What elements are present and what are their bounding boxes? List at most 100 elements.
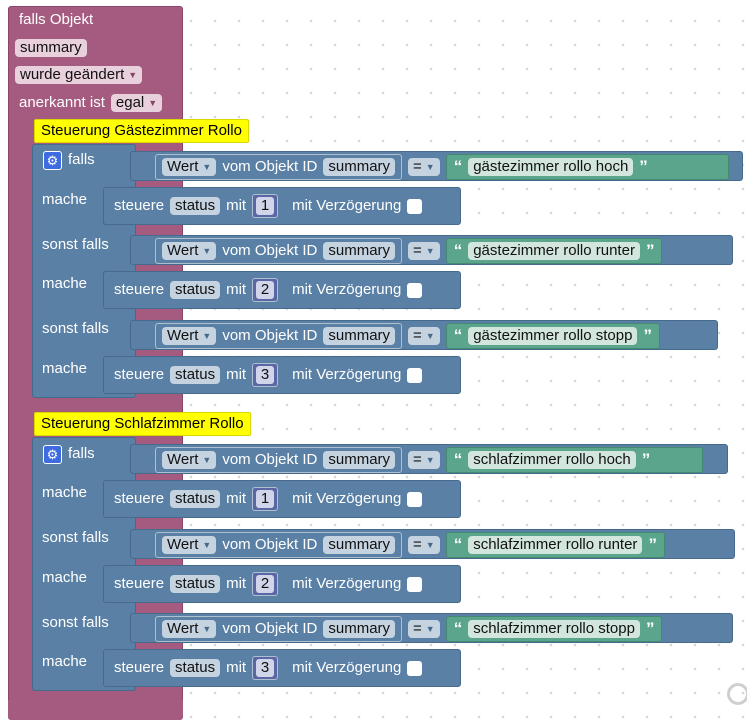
control-object-field[interactable]: status [170,281,221,299]
comment-block-guestroom[interactable]: Steuerung Gästezimmer Rollo [34,119,249,143]
ack-dropdown[interactable]: egal ▼ [110,94,163,112]
delay-label: mit Verzögerung [292,490,402,507]
trigger-event-dropdown[interactable]: wurde geändert ▼ [15,66,143,84]
string-block[interactable]: “ gästezimmer rollo runter ” [445,238,663,264]
get-value-block[interactable]: Wert ▼ vom Objekt ID summary [155,616,403,642]
string-value[interactable]: schlafzimmer rollo runter [468,536,643,554]
object-id-field[interactable]: summary [323,536,396,554]
control-block[interactable]: steuere status mit 3 mit Verzögerung [103,649,461,687]
operator-dropdown[interactable]: = ▼ [408,158,440,176]
get-value-block[interactable]: Wert ▼ vom Objekt ID summary [155,323,403,349]
object-id-field[interactable]: summary [323,327,396,345]
trigger-object-field[interactable]: summary [15,39,87,57]
operator-dropdown[interactable]: = ▼ [408,536,440,554]
number-block[interactable]: 2 [252,278,279,302]
control-object-field[interactable]: status [170,490,221,508]
delay-label: mit Verzögerung [292,659,402,676]
control-object-field[interactable]: status [170,575,221,593]
value-dropdown[interactable]: Wert ▼ [162,327,217,345]
number-value[interactable]: 1 [256,197,275,215]
object-id-value: summary [328,158,391,175]
get-value-block[interactable]: Wert ▼ vom Objekt ID summary [155,532,403,558]
value-label: Wert [167,620,199,637]
operator-value: = [413,536,422,553]
control-block[interactable]: steuere status mit 3 mit Verzögerung [103,356,461,394]
operator-dropdown[interactable]: = ▼ [408,327,440,345]
value-label: Wert [167,451,199,468]
do-label: mache [42,360,88,377]
control-block[interactable]: steuere status mit 1 mit Verzögerung [103,480,461,518]
get-value-block[interactable]: Wert ▼ vom Objekt ID summary [155,447,403,473]
control-block[interactable]: steuere status mit 1 mit Verzögerung [103,187,461,225]
string-block[interactable]: “ schlafzimmer rollo runter ” [445,532,665,558]
number-block[interactable]: 3 [252,656,279,680]
string-block[interactable]: “ gästezimmer rollo stopp ” [445,323,660,349]
object-id-field[interactable]: summary [323,451,396,469]
string-value[interactable]: gästezimmer rollo runter [468,242,640,260]
string-value[interactable]: schlafzimmer rollo stopp [468,620,640,638]
ack-value: egal [115,94,145,111]
gear-icon[interactable]: ⚙ [43,444,62,464]
number-value[interactable]: 3 [256,659,275,677]
value-dropdown[interactable]: Wert ▼ [162,158,217,176]
string-block[interactable]: “ schlafzimmer rollo stopp ” [445,616,663,642]
operator-value: = [413,620,422,637]
string-block[interactable]: “ schlafzimmer rollo hoch ” [445,447,703,473]
gear-icon[interactable]: ⚙ [43,150,62,170]
from-object-label: vom Objekt ID [222,620,318,637]
number-value[interactable]: 1 [256,490,275,508]
number-value[interactable]: 3 [256,366,275,384]
with-label: mit [226,490,247,507]
operator-dropdown[interactable]: = ▼ [408,620,440,638]
number-block[interactable]: 3 [252,363,279,387]
object-id-value: summary [328,451,391,468]
string-value[interactable]: gästezimmer rollo hoch [468,158,634,176]
control-block[interactable]: steuere status mit 2 mit Verzögerung [103,271,461,309]
operator-value: = [413,242,422,259]
get-value-block[interactable]: Wert ▼ vom Objekt ID summary [155,154,403,180]
number-block[interactable]: 1 [252,487,279,511]
delay-checkbox[interactable] [407,282,423,298]
value-dropdown[interactable]: Wert ▼ [162,536,217,554]
control-label: steuere [114,281,165,298]
ack-label: anerkannt ist [19,94,105,111]
chevron-down-icon: ▼ [425,246,435,256]
delay-label: mit Verzögerung [292,197,402,214]
object-id-field[interactable]: summary [323,158,396,176]
delay-checkbox[interactable] [407,576,423,592]
control-object-field[interactable]: status [170,197,221,215]
number-value[interactable]: 2 [256,575,275,593]
string-value[interactable]: gästezimmer rollo stopp [468,327,638,345]
delay-checkbox[interactable] [407,198,423,214]
delay-checkbox[interactable] [407,660,423,676]
value-label: Wert [167,536,199,553]
string-block[interactable]: “ gästezimmer rollo hoch ” [445,154,729,180]
zoom-reset-icon[interactable] [727,683,747,705]
comment-text: Steuerung Schlafzimmer Rollo [41,415,244,432]
elseif-keyword: sonst falls [42,529,109,546]
control-object-field[interactable]: status [170,659,221,677]
value-dropdown[interactable]: Wert ▼ [162,451,217,469]
operator-dropdown[interactable]: = ▼ [408,242,440,260]
value-dropdown[interactable]: Wert ▼ [162,620,217,638]
comment-block-bedroom[interactable]: Steuerung Schlafzimmer Rollo [34,412,251,436]
with-label: mit [226,659,247,676]
control-label: steuere [114,366,165,383]
operator-dropdown[interactable]: = ▼ [408,451,440,469]
get-value-block[interactable]: Wert ▼ vom Objekt ID summary [155,238,403,264]
value-dropdown[interactable]: Wert ▼ [162,242,217,260]
control-object-field[interactable]: status [170,366,221,384]
object-id-value: summary [328,327,391,344]
close-quote-icon: ” [641,450,651,469]
operator-value: = [413,451,422,468]
object-id-field[interactable]: summary [323,620,396,638]
number-block[interactable]: 1 [252,194,279,218]
object-id-field[interactable]: summary [323,242,396,260]
number-block[interactable]: 2 [252,572,279,596]
number-value[interactable]: 2 [256,281,275,299]
string-value[interactable]: schlafzimmer rollo hoch [468,451,636,469]
control-block[interactable]: steuere status mit 2 mit Verzögerung [103,565,461,603]
delay-checkbox[interactable] [407,491,423,507]
delay-checkbox[interactable] [407,367,423,383]
if-block-bedroom[interactable] [32,437,136,691]
